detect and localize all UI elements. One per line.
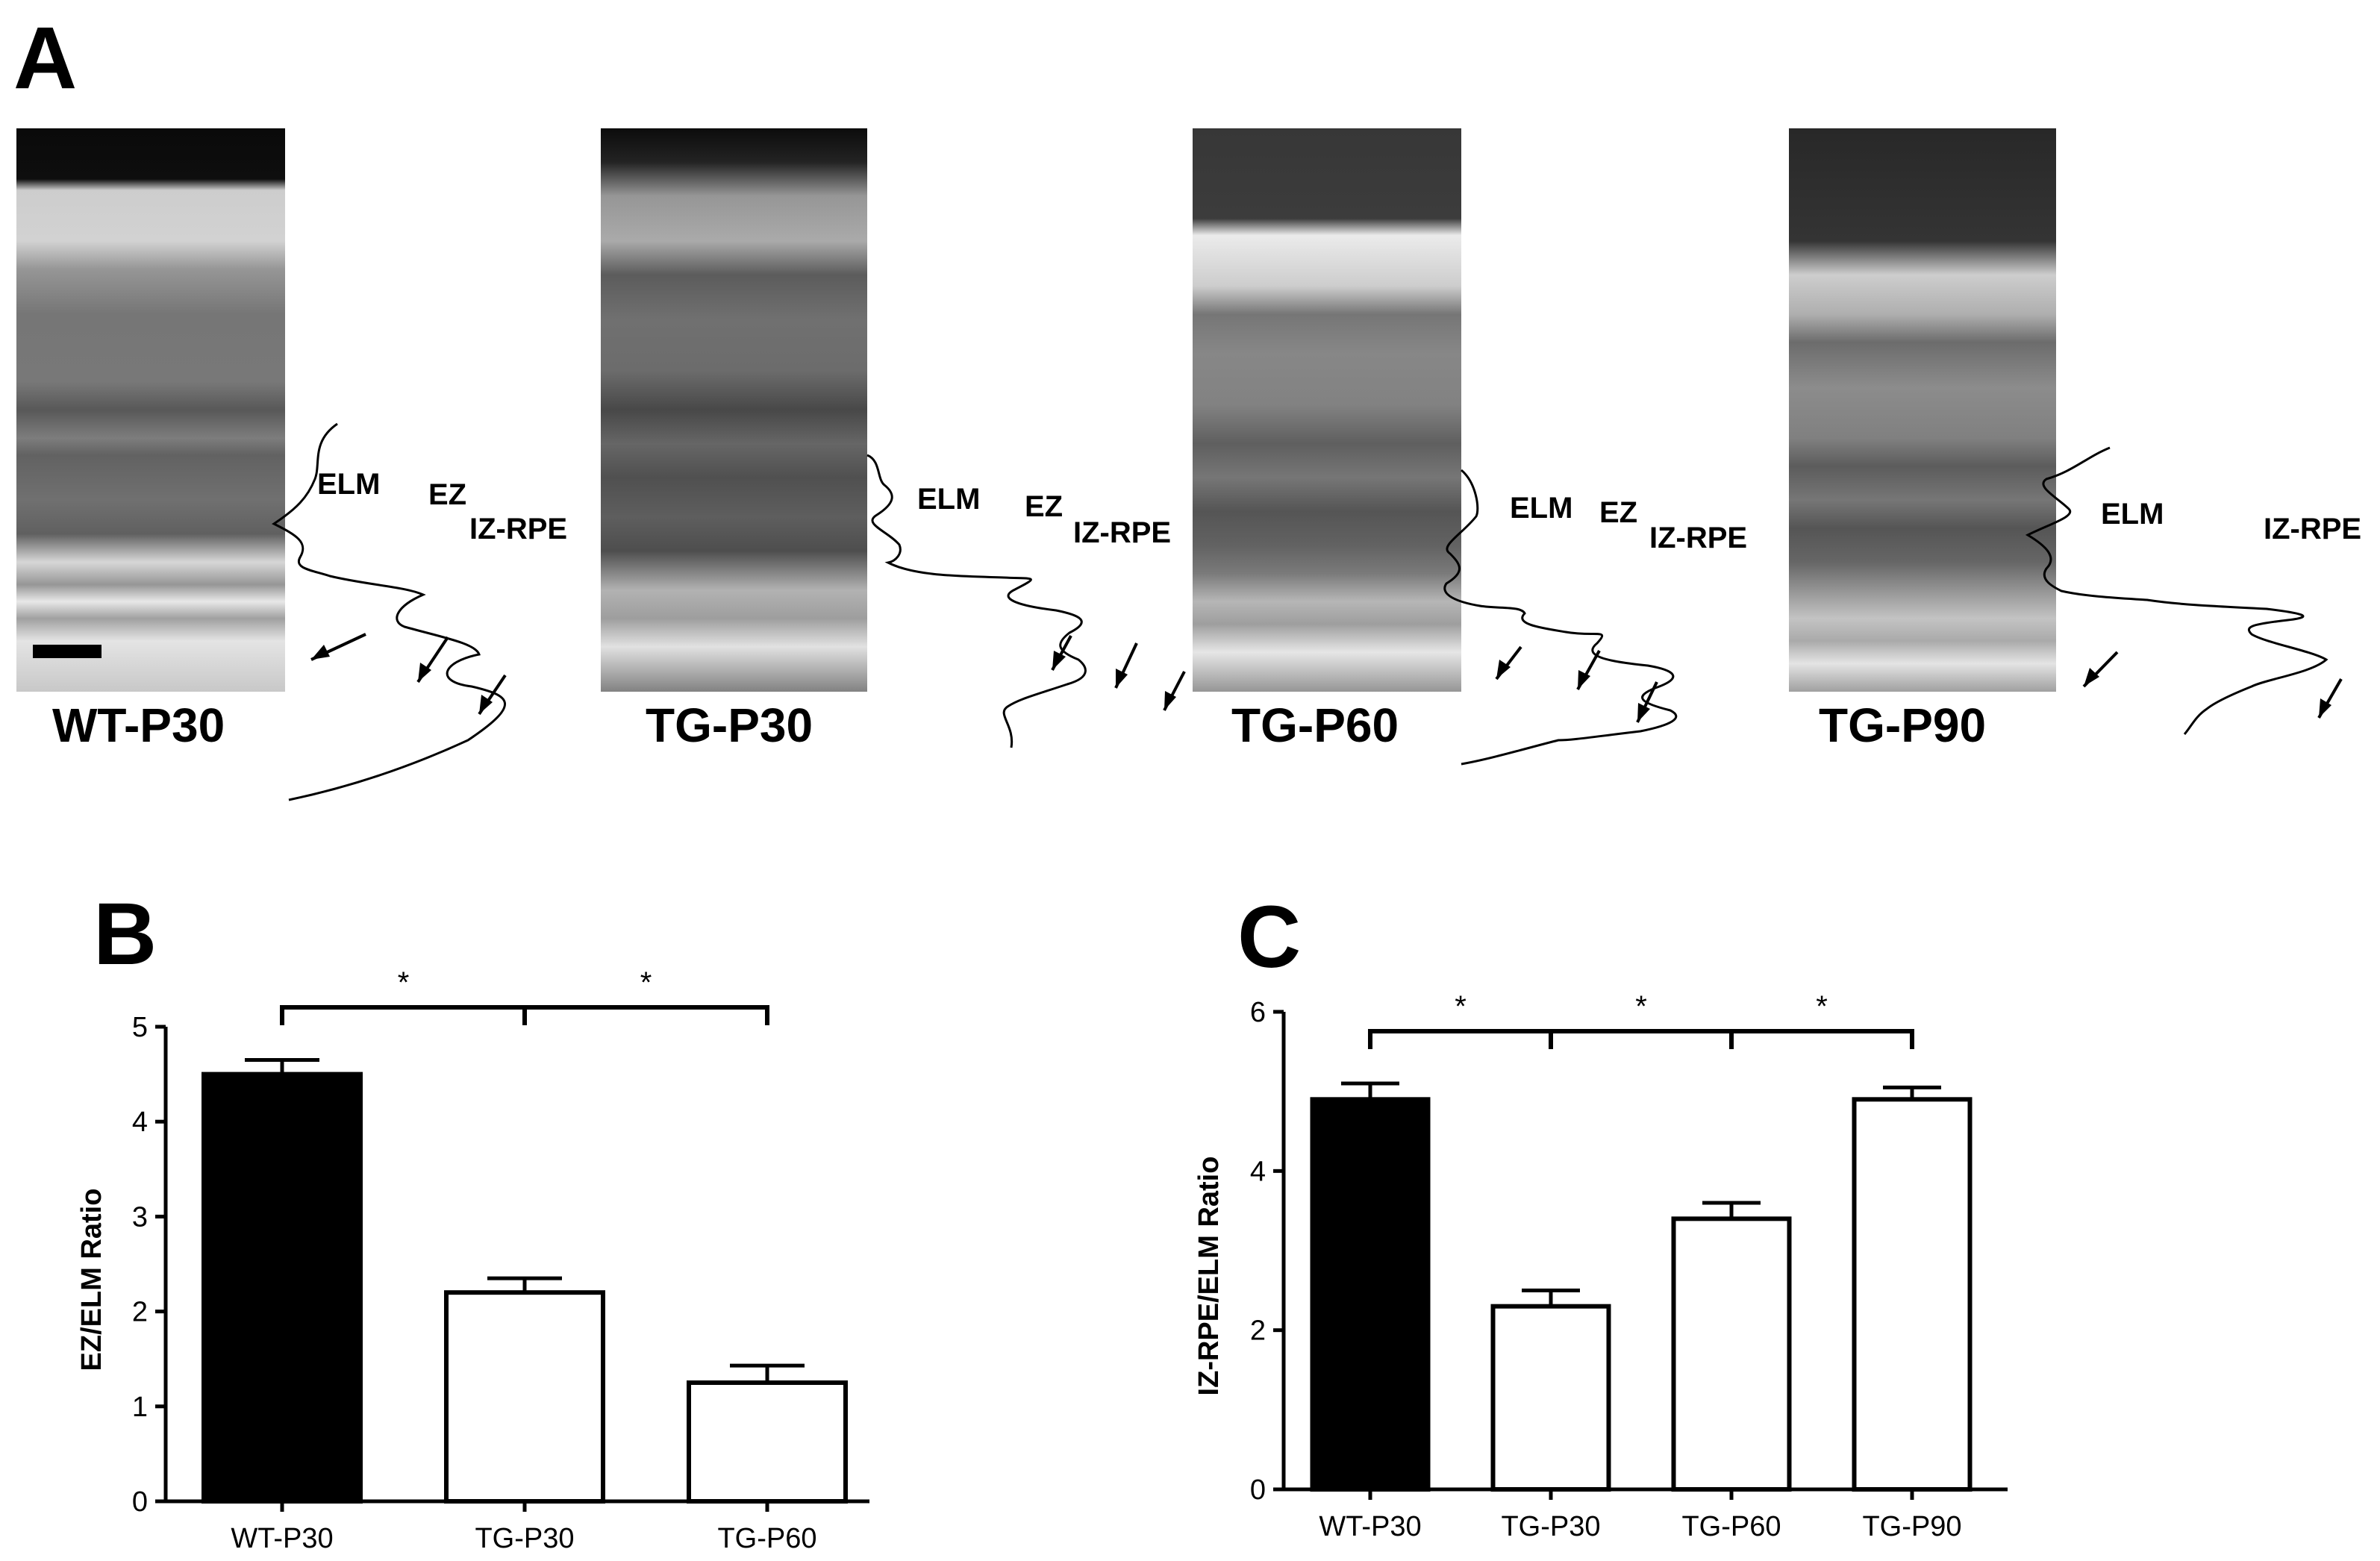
y-tick-label: 1 [132,1392,148,1423]
bar [1852,1097,1973,1492]
elm-label: ELM [1510,492,1572,525]
x-tick-label: TG-P90 [1862,1511,1961,1542]
ez-label: EZ [1599,496,1637,529]
x-tick-label: TG-P30 [475,1523,574,1554]
significance-star: * [398,966,410,999]
oct-image [601,128,867,692]
oct-sample-tg-p60: ELM EZ IZ-RPE TG-P60 [1193,128,1747,766]
sample-label: TG-P30 [646,698,813,752]
elm-arrowhead [1496,660,1511,679]
iz-rpe-label: IZ-RPE [2264,513,2361,545]
bar [1671,1216,1792,1492]
significance-bracket [280,1005,527,1025]
significance-bracket [522,1005,769,1025]
significance-star: * [1635,990,1647,1023]
panel-a-oct-images: A ELM EZ IZ-RPE WT-P30 ELM E [13,9,2361,801]
x-tick-label: TG-P30 [1501,1511,1600,1542]
ez-label: EZ [428,478,466,511]
elm-arrowhead [311,645,330,660]
significance-star: * [1455,990,1467,1023]
bar [1310,1097,1431,1492]
oct-sample-wt-p30: ELM EZ IZ-RPE WT-P30 [16,128,567,801]
panel-b-ez-elm-chart: B EZ/ELM Ratio 0 1 2 3 4 5 WT-P30 TG-P30 TG-P60 *… [76,885,869,1554]
iz-rpe-label: IZ-RPE [1649,522,1747,554]
elm-arrowhead [1052,651,1066,670]
x-tick-label: TG-P60 [717,1523,816,1554]
y-tick-label: 6 [1250,997,1266,1028]
significance-bracket [1729,1029,1914,1049]
y-tick-label: 0 [132,1486,148,1518]
oct-image [1193,128,1461,692]
y-tick-label: 5 [132,1012,148,1043]
significance-star: * [1816,990,1828,1023]
elm-label: ELM [2101,498,2164,531]
ez-arrowhead [1116,669,1128,688]
y-tick-label: 0 [1250,1474,1266,1506]
bar [444,1290,605,1504]
plot-area: 0 2 4 6 WT-P30 TG-P30 TG-P60 TG-P90 * * * [1250,990,2008,1542]
y-axis-label: EZ/ELM Ratio [76,1189,107,1371]
significance-bracket [1368,1029,1553,1049]
bar [1490,1304,1611,1492]
elm-label: ELM [917,483,980,516]
ez-label: EZ [1025,490,1063,523]
iz-rpe-label: IZ-RPE [469,513,567,545]
intensity-profile-curve [2025,446,2329,735]
x-tick-label: WT-P30 [1319,1511,1421,1542]
ez-arrowhead [1578,670,1590,689]
y-tick-label: 4 [132,1107,148,1138]
sample-label: TG-P90 [1819,698,1986,752]
bar [202,1072,363,1504]
oct-sample-tg-p30: ELM EZ IZ-RPE TG-P30 [601,128,1186,752]
ez-arrowhead [418,663,431,682]
oct-sample-tg-p90: ELM IZ-RPE TG-P90 [1789,128,2361,752]
y-tick-label: 2 [132,1297,148,1328]
panel-c-letter: C [1237,888,1301,986]
iz-rpe-label: IZ-RPE [1073,516,1171,549]
elm-label: ELM [317,468,380,501]
iz-rpe-arrowhead [479,695,493,714]
iz-rpe-arrowhead [2319,698,2331,718]
oct-image [1789,128,2056,692]
sample-label: WT-P30 [52,698,225,752]
intensity-profile-curve [272,422,507,801]
y-tick-label: 3 [132,1201,148,1233]
x-tick-label: WT-P30 [231,1523,333,1554]
intensity-profile-curve [1443,469,1678,766]
significance-star: * [640,966,652,999]
panel-c-iz-rpe-elm-chart: C IZ-RPE/ELM Ratio 0 2 4 6 WT-P30 TG-P30 TG-P6… [1193,888,2008,1542]
iz-rpe-arrowhead [1164,691,1176,710]
significance-bracket [1549,1029,1734,1049]
x-tick-label: TG-P60 [1681,1511,1781,1542]
panel-a-letter: A [13,9,77,107]
sample-label: TG-P60 [1231,698,1399,752]
intensity-profile-curve [866,454,1087,748]
panel-b-letter: B [93,885,157,983]
iz-rpe-arrowhead [1637,703,1650,722]
scale-bar [33,645,101,658]
plot-area: 0 1 2 3 4 5 WT-P30 TG-P30 TG-P60 * * [132,966,869,1554]
y-tick-label: 4 [1250,1156,1266,1187]
y-tick-label: 2 [1250,1316,1266,1347]
oct-image [16,128,285,692]
elm-arrowhead [2084,668,2099,686]
bar [687,1380,848,1504]
y-axis-label: IZ-RPE/ELM Ratio [1193,1157,1225,1396]
